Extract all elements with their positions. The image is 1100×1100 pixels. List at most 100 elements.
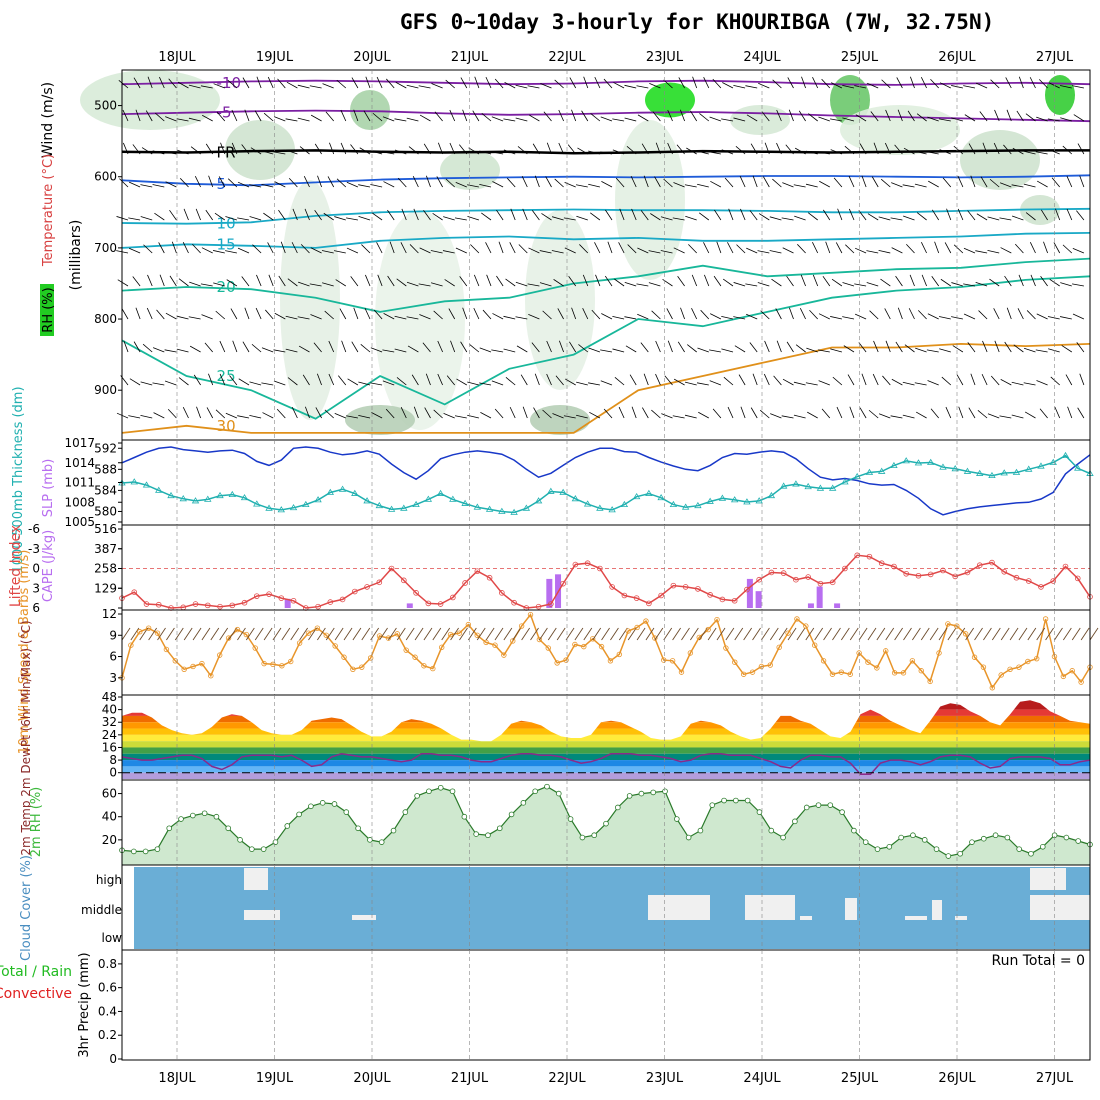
wind-pt-95 <box>962 631 969 637</box>
wind-barb-85 <box>876 627 886 641</box>
li-pt-20 <box>364 584 370 590</box>
li-pt-36 <box>560 580 566 587</box>
wind-pt-23 <box>323 632 329 638</box>
ytick-li--3: -3 <box>28 542 40 556</box>
wind-pt-96 <box>971 654 978 660</box>
wind-barb-25 <box>343 627 353 641</box>
rh-pt-37 <box>555 790 562 797</box>
rh-pt-51 <box>721 797 727 804</box>
wind-barb-61 <box>663 627 673 641</box>
rh-pt-56 <box>780 834 786 841</box>
thickness-line-pt-71 <box>988 471 996 479</box>
wind-pt-30 <box>385 635 392 641</box>
li-pt-77 <box>1062 563 1069 570</box>
thickness-line-pt-77 <box>1061 451 1070 459</box>
wind-pt-7 <box>181 666 187 673</box>
ylabel-cape: CAPE (J/kg) <box>41 530 56 602</box>
wind-pt-103 <box>1034 655 1040 662</box>
wind-barb-54 <box>601 627 610 641</box>
wind-pt-99 <box>998 672 1004 678</box>
wind-pt-100 <box>1007 666 1013 673</box>
thickness-line-pt-11 <box>253 500 261 507</box>
rh-blob-13 <box>530 405 590 435</box>
wind-pt-32 <box>403 647 409 653</box>
li-pt-71 <box>989 559 995 566</box>
rh-pt-36 <box>544 783 550 790</box>
ylabel-cloud: Cloud Cover (%) <box>19 855 34 961</box>
wind-pt-16 <box>261 660 267 667</box>
li-pt-13 <box>278 595 285 601</box>
wind-barb-106 <box>1062 627 1072 641</box>
ytick-t2m-48: 48 <box>102 690 117 704</box>
ylabel-thickness: 1000-500mb Thickness (dm) <box>11 386 26 573</box>
wind-barb-87 <box>894 627 903 641</box>
wind-pt-20 <box>296 640 303 646</box>
rh-pt-53 <box>744 797 751 804</box>
date-top-26JUL: 26JUL <box>938 50 976 65</box>
rh-pt-24 <box>402 809 409 815</box>
temp-band-11 <box>122 772 1090 779</box>
rh-pt-65 <box>886 843 893 850</box>
cape-bar-49 <box>546 578 553 608</box>
wind-pt-57 <box>625 628 631 634</box>
wind-barb-46 <box>530 627 539 641</box>
wind-barb-11 <box>219 627 229 641</box>
isotherm-label-30: 30 <box>217 417 236 435</box>
ytick-mb-800: 800 <box>94 312 117 326</box>
wind-pt-54 <box>598 643 605 650</box>
thickness-line-pt-41 <box>620 500 629 508</box>
rh-pt-68 <box>921 837 928 843</box>
wind-pt-36 <box>439 644 445 651</box>
wind-pt-76 <box>794 616 800 622</box>
rh-blob-12 <box>345 405 415 435</box>
wind-pt-28 <box>367 655 374 661</box>
ytick-rh-40: 40 <box>102 810 117 824</box>
thickness-line-pt-35 <box>547 487 555 494</box>
rh-pt-12 <box>260 846 267 852</box>
rh-pt-8 <box>213 813 220 820</box>
li-pt-3 <box>155 601 162 608</box>
ylabel-li: Lifted Index <box>8 525 24 607</box>
wind-barb-34 <box>423 627 433 641</box>
cape-bar-19 <box>284 598 291 608</box>
li-pt-16 <box>315 603 321 610</box>
rh-pt-61 <box>839 809 845 815</box>
isotherm-label--10: -10 <box>217 74 242 92</box>
wind-pt-9 <box>199 660 205 667</box>
wind-pt-34 <box>421 663 427 669</box>
li-pt-61 <box>866 553 873 560</box>
li-pt-18 <box>339 596 346 603</box>
rh-pt-18 <box>331 801 338 807</box>
panel-frame-li <box>121 524 1091 611</box>
dewpoint-line <box>121 753 1091 776</box>
wind-barb-75 <box>787 627 797 641</box>
date-top-25JUL: 25JUL <box>841 50 879 65</box>
wind-barb-105 <box>1054 627 1063 641</box>
date-bottom-20JUL: 20JUL <box>353 1071 391 1086</box>
ylabel-rh: RH (%) <box>41 287 56 332</box>
thickness-line-pt-54 <box>779 482 788 489</box>
li-pt-44 <box>658 592 664 599</box>
thickness-line-pt-23 <box>400 504 408 511</box>
ytick-wind-12: 12 <box>102 607 117 621</box>
wind-pt-24 <box>332 643 338 649</box>
thickness-line-pt-56 <box>804 482 812 490</box>
li-pt-29 <box>474 568 481 574</box>
rh-pt-11 <box>249 846 255 852</box>
wind-pt-12 <box>225 635 232 641</box>
wind-pt-59 <box>643 618 649 624</box>
li-pt-19 <box>352 588 358 595</box>
wind-barb-10 <box>210 627 220 641</box>
thickness-line-pt-50 <box>730 496 739 503</box>
ytick-wind-9: 9 <box>109 628 117 642</box>
wind-barb-64 <box>689 627 699 641</box>
li-pt-27 <box>450 594 456 601</box>
wind-pt-75 <box>785 630 791 636</box>
thickness-line-pt-15 <box>302 500 310 508</box>
rh-pt-32 <box>496 825 503 832</box>
wind-pt-107 <box>1069 668 1075 674</box>
thickness-line-pt-60 <box>853 472 861 480</box>
wind-barb-99 <box>1000 627 1010 641</box>
wind-barb-57 <box>627 627 637 641</box>
chart-title: GFS 0~10day 3-hourly for KHOURIBGA (7W, … <box>400 10 995 34</box>
